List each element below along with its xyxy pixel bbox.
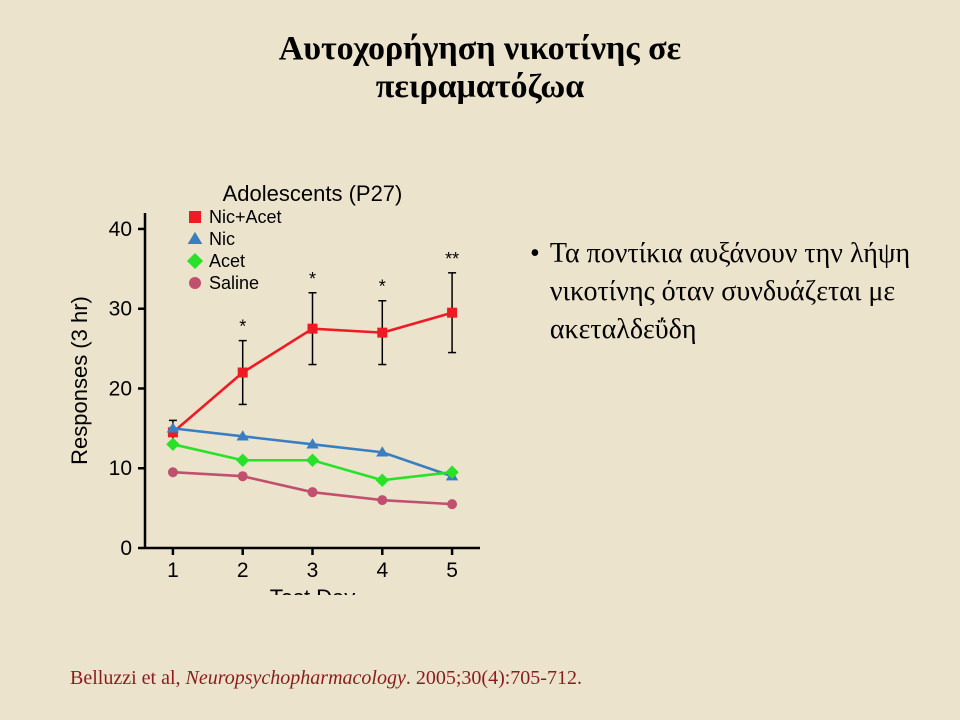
citation-prefix: Belluzzi et al, [70, 667, 186, 689]
citation-suffix: . 2005;30(4):705-712. [406, 667, 582, 689]
slide-title: Αυτοχορήγηση νικοτίνης σε πειραματόζωα [0, 30, 960, 106]
svg-text:5: 5 [446, 559, 458, 582]
title-line2: πειραματόζωα [0, 68, 960, 106]
svg-text:Nic: Nic [209, 229, 235, 249]
svg-text:1: 1 [167, 559, 179, 582]
bullet-text-area: • Τα ποντίκια αυξάνουν την λήψη νικοτίνη… [530, 235, 930, 348]
line-chart: Adolescents (P27) 0 10 20 30 40 1 2 3 4 5 Responses… [50, 175, 510, 595]
svg-text:0: 0 [120, 537, 132, 560]
bullet-dot: • [530, 235, 540, 348]
citation: Belluzzi et al, Neuropsychopharmacology.… [70, 667, 582, 690]
svg-text:20: 20 [109, 377, 132, 400]
svg-text:10: 10 [109, 457, 132, 480]
svg-text:3: 3 [307, 559, 319, 582]
svg-text:*: * [309, 269, 316, 289]
svg-text:Nic+Acet: Nic+Acet [209, 207, 282, 227]
svg-text:30: 30 [109, 298, 132, 321]
svg-text:Adolescents (P27): Adolescents (P27) [223, 181, 403, 206]
title-line1: Αυτοχορήγηση νικοτίνης σε [0, 30, 960, 68]
svg-text:Acet: Acet [209, 251, 245, 271]
chart-container: Adolescents (P27) 0 10 20 30 40 1 2 3 4 5 Responses… [50, 175, 510, 595]
svg-text:40: 40 [109, 218, 132, 241]
svg-text:*: * [239, 317, 246, 337]
svg-text:**: ** [445, 249, 459, 269]
slide: Αυτοχορήγηση νικοτίνης σε πειραματόζωα A… [0, 0, 960, 720]
svg-text:Responses (3 hr): Responses (3 hr) [67, 296, 92, 465]
svg-text:2: 2 [237, 559, 249, 582]
svg-text:*: * [379, 277, 386, 297]
svg-text:4: 4 [376, 559, 388, 582]
svg-text:Saline: Saline [209, 273, 259, 293]
citation-journal: Neuropsychopharmacology [186, 667, 406, 689]
svg-text:Test Day: Test Day [270, 585, 356, 595]
bullet-text: Τα ποντίκια αυξάνουν την λήψη νικοτίνης … [550, 235, 930, 348]
